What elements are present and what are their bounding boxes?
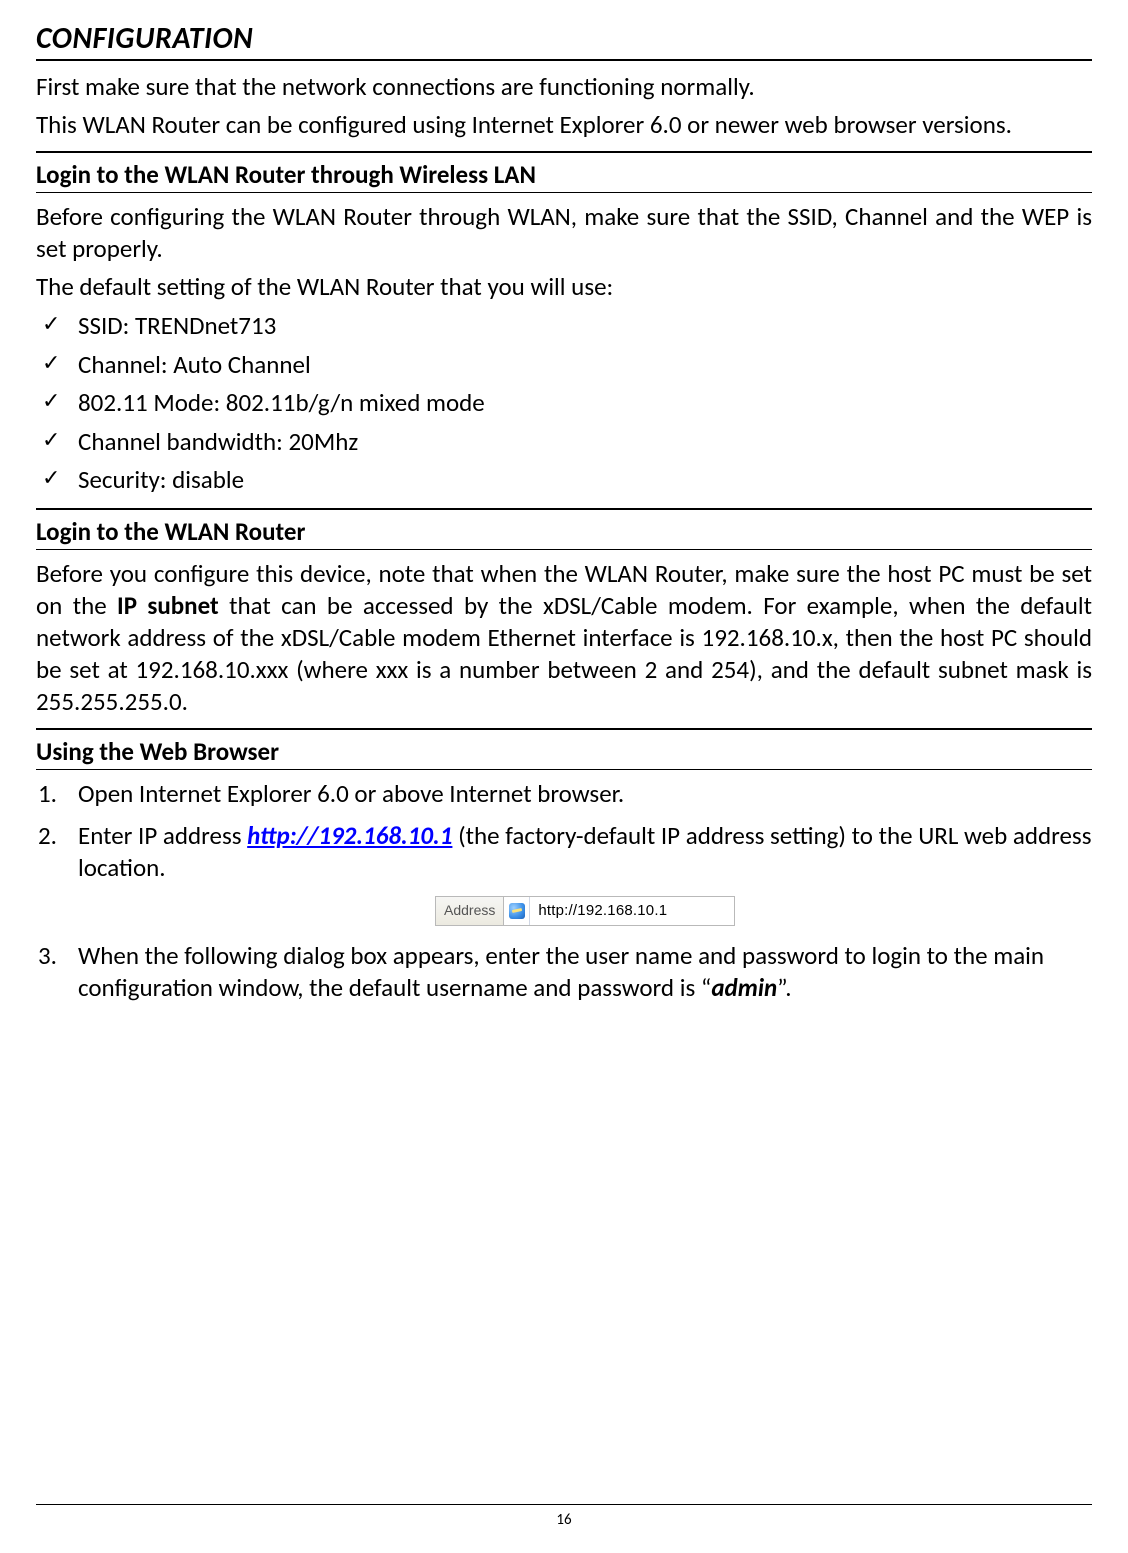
admin-credential: admin xyxy=(711,972,777,1003)
list-item: Security: disable xyxy=(36,463,1092,498)
intro-paragraph-1: First make sure that the network connect… xyxy=(36,71,1092,103)
ie-icon xyxy=(509,903,525,919)
section3-heading-wrap: Using the Web Browser xyxy=(36,730,1092,770)
address-bar: Address http://192.168.10.1 xyxy=(435,896,735,926)
section3-heading: Using the Web Browser xyxy=(36,736,1092,767)
section1-paragraph-1: Before configuring the WLAN Router throu… xyxy=(36,201,1092,265)
list-item: Channel: Auto Channel xyxy=(36,348,1092,383)
address-bar-label: Address xyxy=(436,897,504,925)
step-1: Open Internet Explorer 6.0 or above Inte… xyxy=(36,778,1092,810)
section1-heading: Login to the WLAN Router through Wireles… xyxy=(36,159,1092,190)
page-title: CONFIGURATION xyxy=(36,20,1092,57)
section1-heading-wrap: Login to the WLAN Router through Wireles… xyxy=(36,153,1092,193)
section1-paragraph-2: The default setting of the WLAN Router t… xyxy=(36,271,1092,303)
list-item: SSID: TRENDnet713 xyxy=(36,309,1092,344)
page-number: 16 xyxy=(0,1511,1128,1529)
router-ip-link[interactable]: http://192.168.10.1 xyxy=(247,820,452,851)
text-run: Enter IP address xyxy=(78,820,247,851)
step-3: When the following dialog box appears, e… xyxy=(36,940,1092,1004)
ip-subnet-bold: IP subnet xyxy=(117,590,219,621)
intro-paragraph-2: This WLAN Router can be configured using… xyxy=(36,109,1092,141)
title-block: CONFIGURATION xyxy=(36,20,1092,61)
browser-steps-list: Open Internet Explorer 6.0 or above Inte… xyxy=(36,778,1092,1004)
default-settings-list: SSID: TRENDnet713 Channel: Auto Channel … xyxy=(36,309,1092,498)
text-run: When the following dialog box appears, e… xyxy=(78,940,1044,1003)
footer-divider xyxy=(36,1504,1092,1505)
section2-heading: Login to the WLAN Router xyxy=(36,516,1092,547)
section2-heading-wrap: Login to the WLAN Router xyxy=(36,510,1092,550)
browser-icon-cell xyxy=(504,897,530,925)
text-run: ”. xyxy=(777,972,791,1003)
address-bar-url[interactable]: http://192.168.10.1 xyxy=(530,897,734,925)
step-2: Enter IP address http://192.168.10.1 (th… xyxy=(36,820,1092,926)
section2-paragraph: Before you configure this device, note t… xyxy=(36,558,1092,718)
list-item: 802.11 Mode: 802.11b/g/n mixed mode xyxy=(36,386,1092,421)
list-item: Channel bandwidth: 20Mhz xyxy=(36,425,1092,460)
